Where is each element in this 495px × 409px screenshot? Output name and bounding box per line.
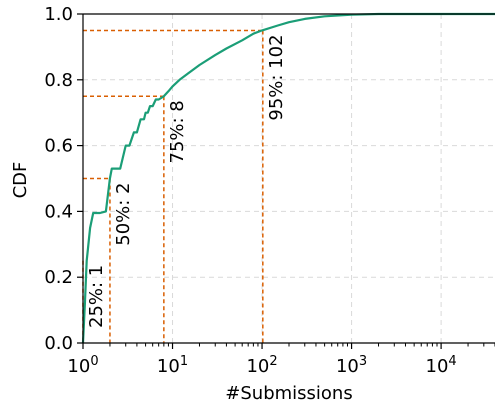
x-tick-label: 103 [336, 354, 367, 377]
x-tick-label: 100 [67, 354, 98, 377]
cdf-line [81, 12, 495, 344]
x-tick-label: 104 [426, 354, 457, 377]
y-tick-label: 0.0 [44, 333, 73, 354]
y-tick-label: 1.0 [44, 4, 73, 25]
percentile-label: 25%: 1 [86, 265, 107, 328]
series-group [81, 12, 495, 344]
percentile-lines [82, 29, 264, 343]
y-axis-label: CDF [10, 162, 31, 199]
x-tick-label: 102 [246, 354, 277, 377]
percentile-label: 50%: 2 [113, 183, 134, 246]
x-axis-label: #Submissions [225, 383, 352, 404]
percentile-labels: 25%: 1 50%: 2 75%: 8 95%: 102 [86, 34, 287, 328]
percentile-label: 95%: 102 [266, 34, 287, 120]
y-tick-label: 0.2 [44, 267, 73, 288]
y-tick-label: 0.4 [44, 201, 73, 222]
axes: 0.0 0.2 0.4 0.6 0.8 1.0 100 101 102 103 104 [44, 4, 495, 377]
percentile-label: 75%: 8 [167, 100, 188, 163]
x-tick-label: 101 [157, 354, 188, 377]
grid-lines [83, 14, 495, 343]
y-tick-label: 0.6 [44, 136, 73, 157]
y-tick-label: 0.8 [44, 70, 73, 91]
